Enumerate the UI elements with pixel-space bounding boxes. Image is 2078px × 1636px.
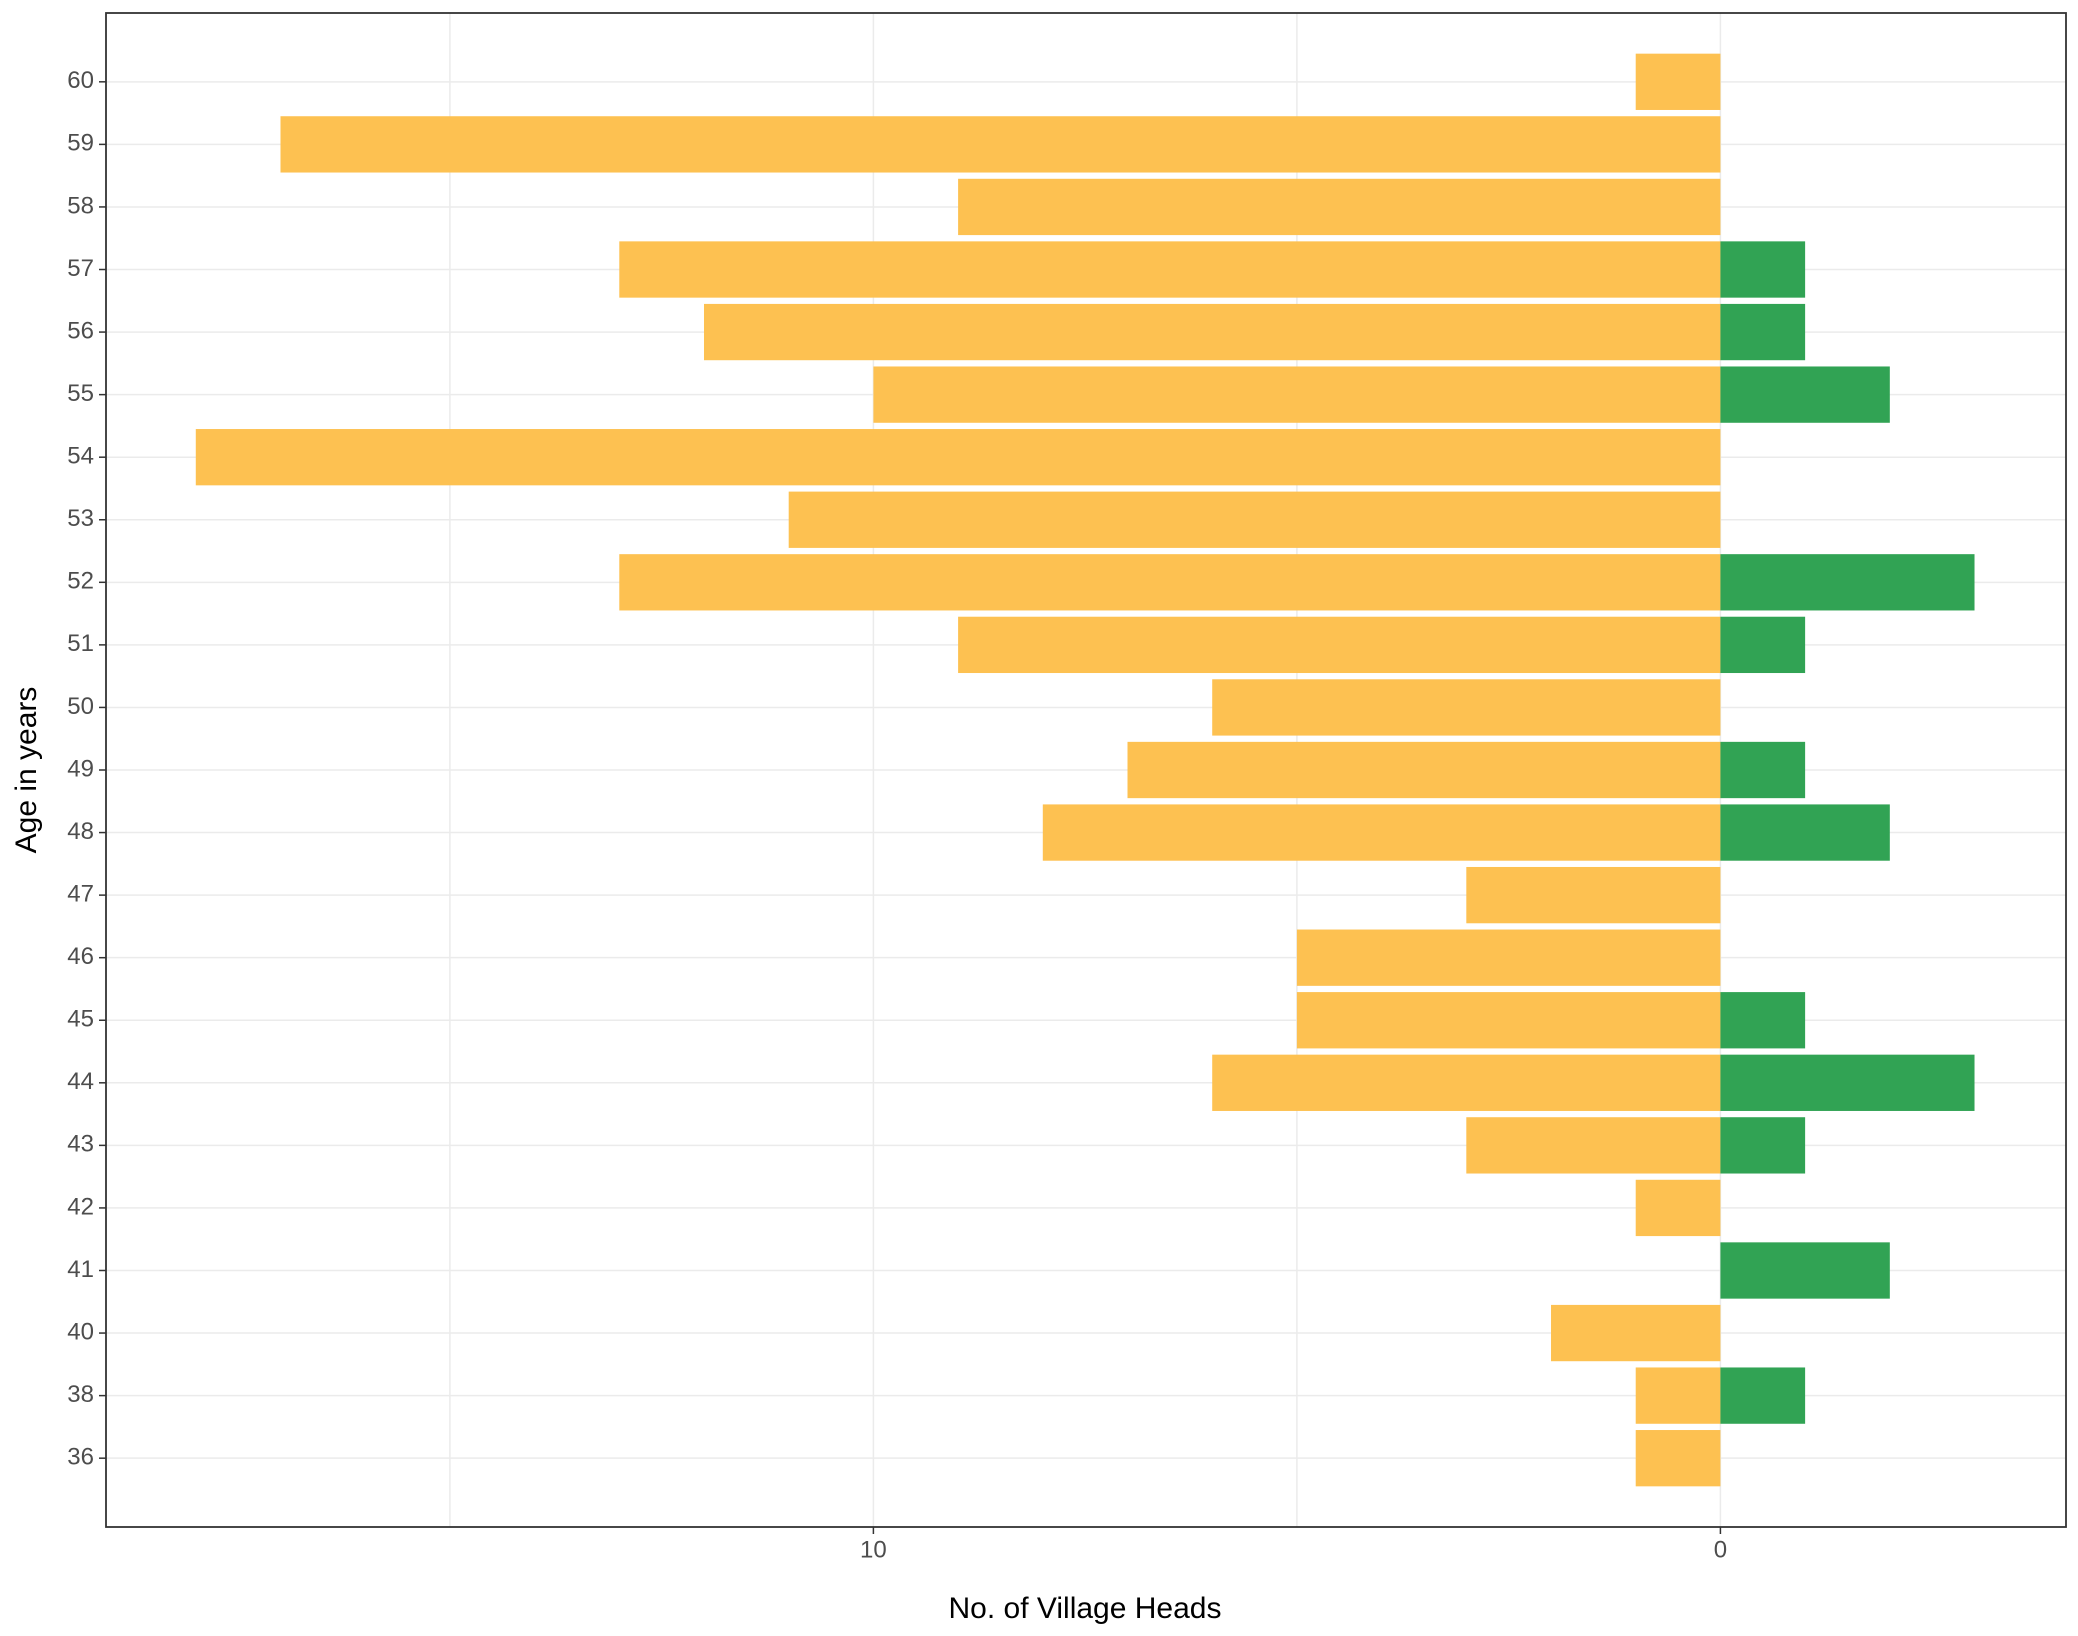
y-tick-label: 47 [67,880,94,907]
bar [958,178,1721,236]
bar [195,429,1721,486]
x-tick-label: 10 [860,1536,887,1563]
y-axis-title: Age in years [10,687,43,854]
bar [1720,554,1975,611]
x-axis-title: No. of Village Heads [949,1592,1222,1625]
bar [703,303,1721,361]
bar [1720,616,1806,674]
bar [873,366,1721,423]
x-tick-label: 0 [1714,1536,1727,1563]
bar [619,554,1721,611]
bar [1296,929,1721,986]
y-tick-label: 54 [67,443,94,470]
y-tick-label: 60 [67,67,94,94]
y-tick-label: 42 [67,1193,94,1220]
bar [1720,1117,1806,1174]
y-tick-label: 57 [67,255,94,282]
bar [1635,1430,1721,1487]
panel-border [105,12,2067,1528]
bar [958,616,1721,674]
bar [1042,804,1721,861]
y-tick-label: 44 [67,1068,94,1095]
bar [1720,241,1806,298]
y-tick-label: 38 [67,1381,94,1408]
bar [1720,804,1890,861]
bar [1720,366,1890,423]
bar [1720,741,1806,799]
y-tick-label: 43 [67,1131,94,1158]
bar [1212,679,1721,736]
bar [1212,1054,1721,1111]
bar [619,241,1721,298]
bar [280,116,1721,173]
y-tick-label: 50 [67,693,94,720]
y-tick-label: 36 [67,1444,94,1471]
bar [1296,992,1721,1049]
bar [1635,1367,1721,1424]
y-tick-label: 45 [67,1006,94,1033]
y-tick-label: 53 [67,505,94,532]
bar [1551,1304,1721,1362]
bar [1635,53,1721,110]
bar [788,491,1721,548]
y-tick-label: 40 [67,1318,94,1345]
bar [1720,1367,1806,1424]
y-tick-label: 49 [67,755,94,782]
bar [1720,1054,1975,1111]
y-tick-label: 52 [67,568,94,595]
bar [1720,1242,1890,1299]
y-tick-label: 56 [67,317,94,344]
y-tick-label: 41 [67,1256,94,1283]
y-tick-label: 48 [67,818,94,845]
bar [1720,992,1806,1049]
y-tick-label: 51 [67,630,94,657]
y-tick-label: 59 [67,130,94,157]
bar [1466,866,1721,924]
y-tick-label: 58 [67,192,94,219]
bar [1635,1179,1721,1237]
bar [1720,303,1806,361]
y-tick-label: 55 [67,380,94,407]
bar [1127,741,1721,799]
y-tick-label: 46 [67,943,94,970]
bar [1466,1117,1721,1174]
